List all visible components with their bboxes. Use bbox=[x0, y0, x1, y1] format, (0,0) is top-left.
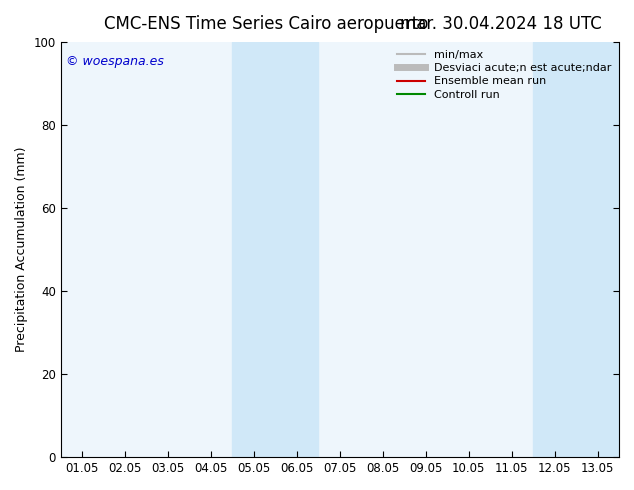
Bar bbox=[533, 42, 619, 457]
Text: © woespana.es: © woespana.es bbox=[66, 54, 164, 68]
Legend: min/max, Desviaci acute;n est acute;ndar, Ensemble mean run, Controll run: min/max, Desviaci acute;n est acute;ndar… bbox=[392, 46, 616, 104]
Y-axis label: Precipitation Accumulation (mm): Precipitation Accumulation (mm) bbox=[15, 147, 28, 352]
Bar bbox=[233, 42, 318, 457]
Text: CMC-ENS Time Series Cairo aeropuerto: CMC-ENS Time Series Cairo aeropuerto bbox=[104, 15, 429, 33]
Text: mar. 30.04.2024 18 UTC: mar. 30.04.2024 18 UTC bbox=[400, 15, 602, 33]
